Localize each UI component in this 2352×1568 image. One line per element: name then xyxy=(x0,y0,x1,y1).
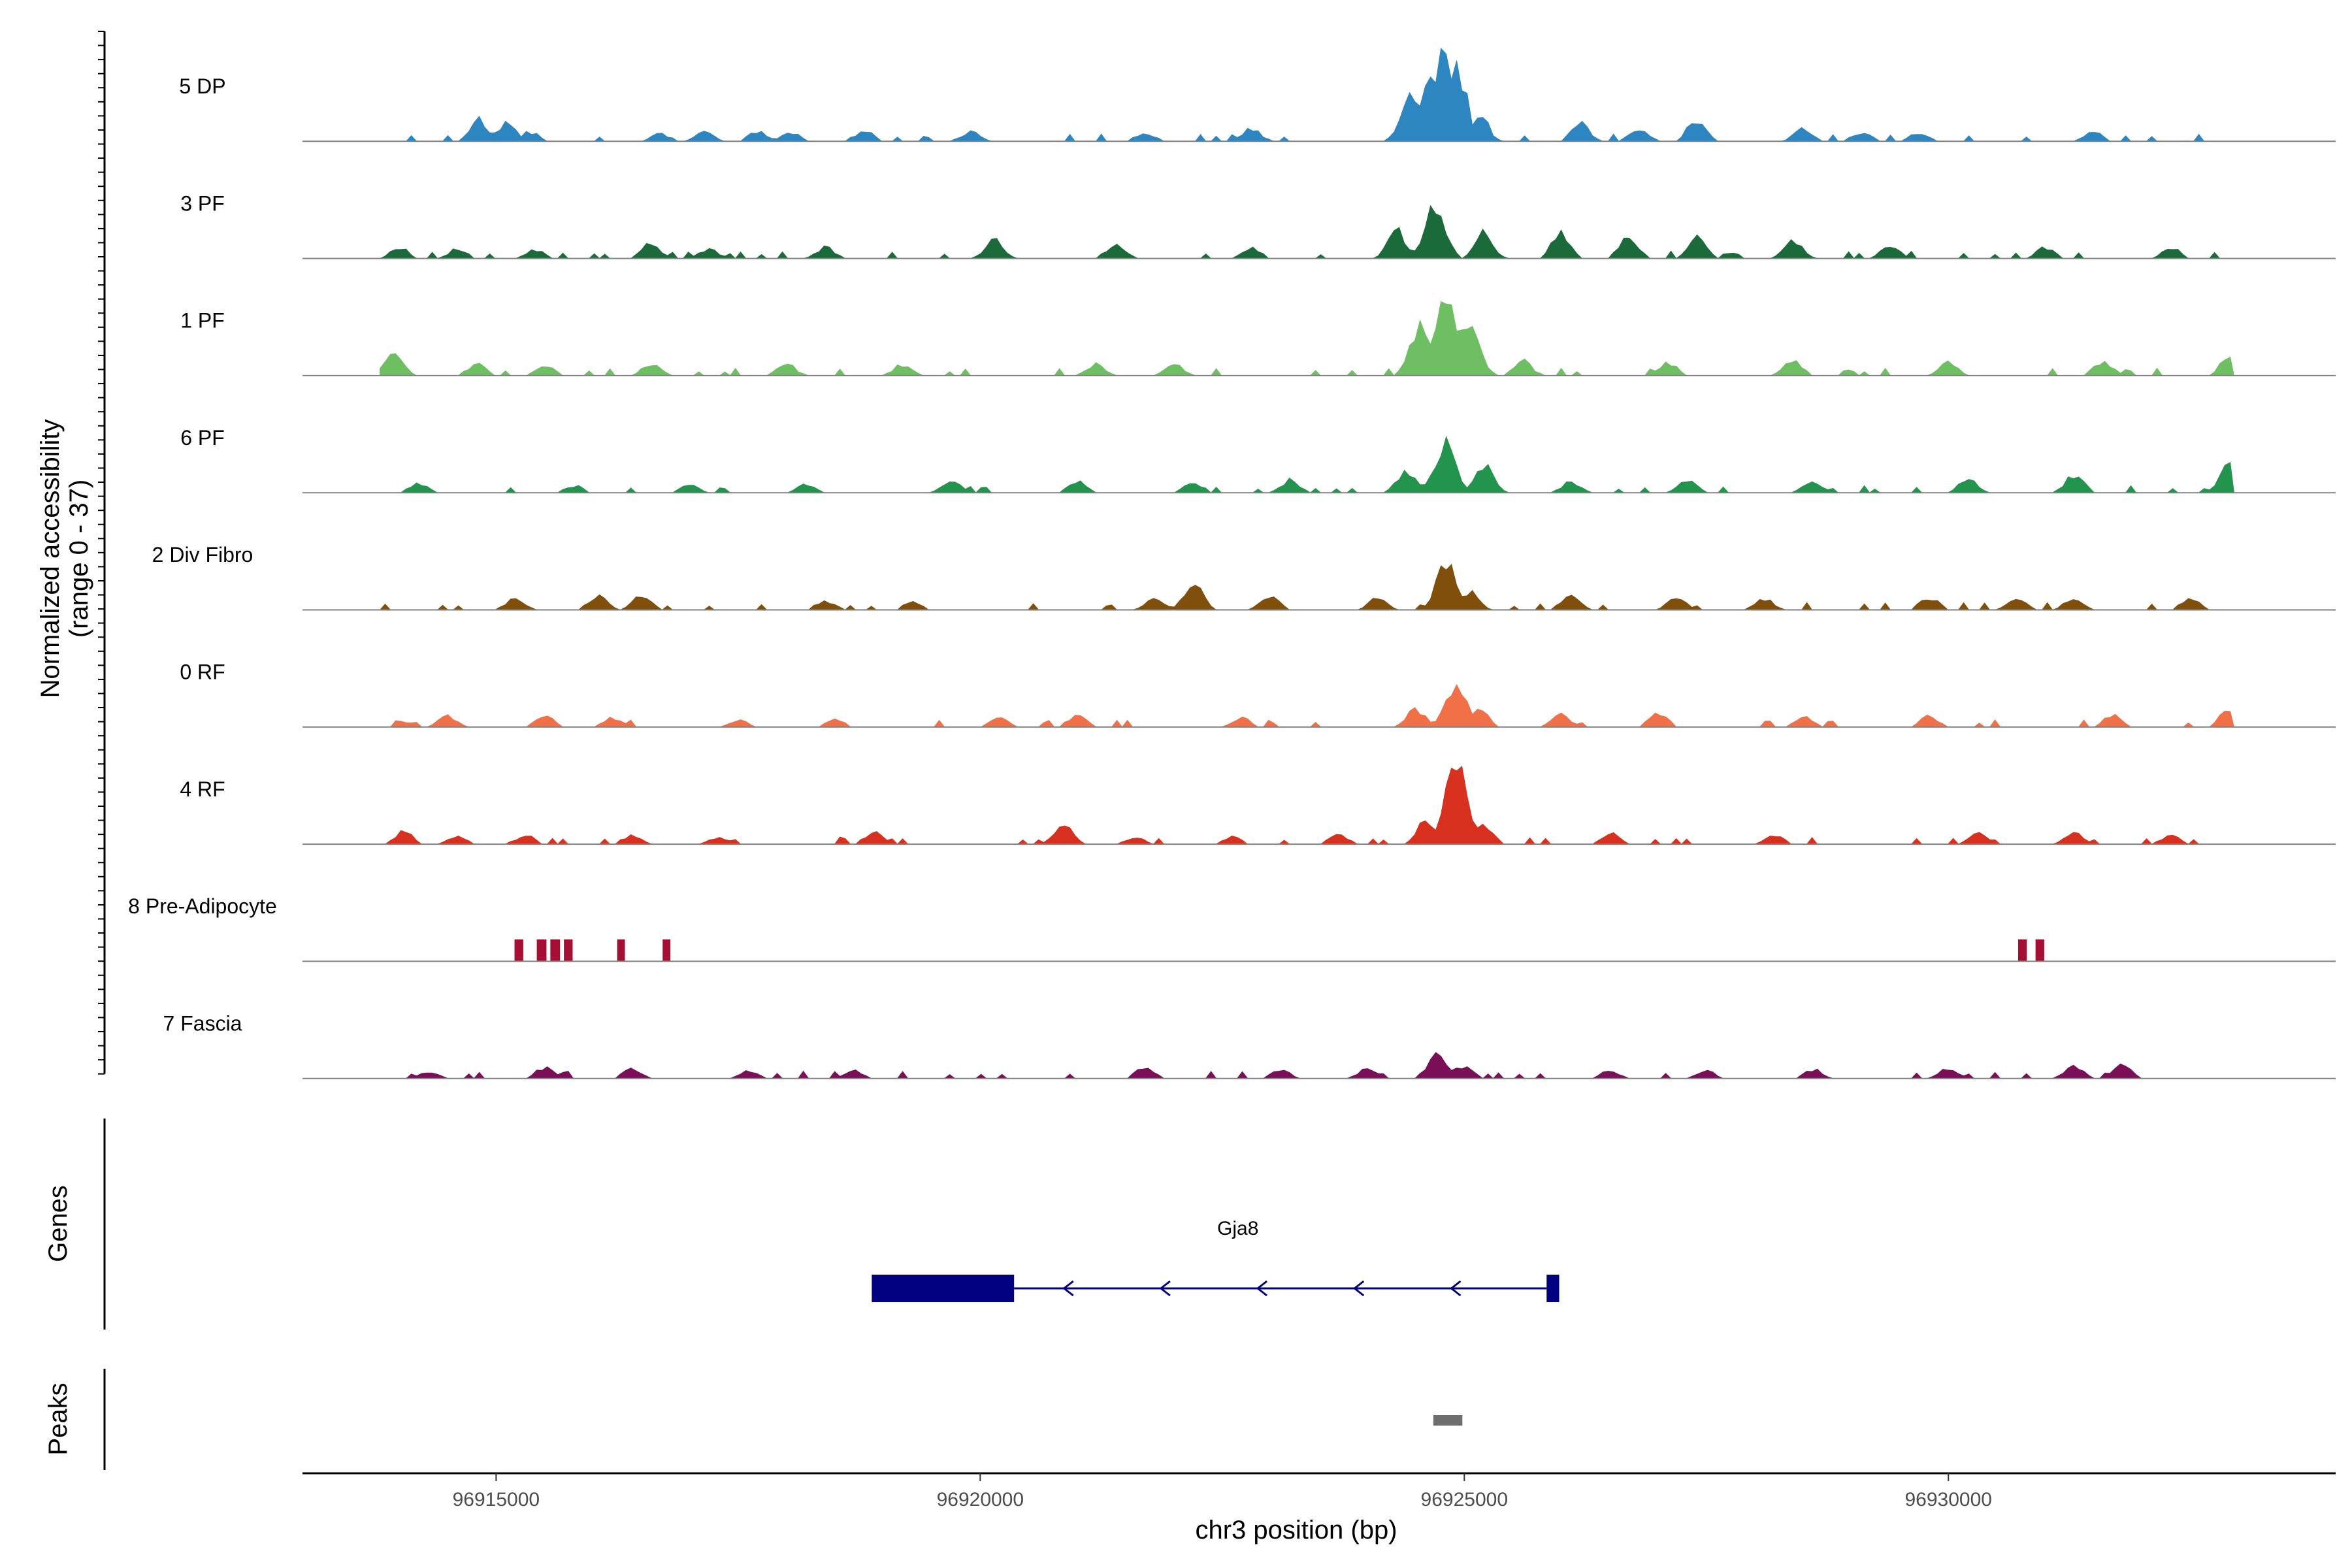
strand-arrow-icon xyxy=(1062,1280,1074,1297)
coverage-area xyxy=(380,48,2234,142)
track-label: 8 Pre-Adipocyte xyxy=(128,894,277,918)
coverage-area xyxy=(380,435,2234,493)
peak-region xyxy=(1433,1415,1463,1426)
track-6-pf: 6 PF xyxy=(180,426,2336,494)
x-tick-label: 96920000 xyxy=(937,1489,1024,1511)
accessibility-y-axis: Normalized accessibility(range 0 - 37) xyxy=(36,31,106,1075)
track-4-rf: 4 RF xyxy=(180,765,2336,845)
position-x-axis: 96915000 96920000 96925000 96930000 chr3 pos… xyxy=(302,1472,2336,1544)
y-axis-title: Normalized accessibility(range 0 - 37) xyxy=(36,419,93,698)
x-tick-label: 96915000 xyxy=(453,1489,540,1511)
coverage-block xyxy=(564,939,573,962)
coverage-tracks: 5 DP 3 PF 1 PF 6 PF 2 Div Fibro 0 RF 4 RF 8 Pre… xyxy=(128,48,2336,1079)
track-label: 6 PF xyxy=(180,426,225,449)
track-label: 2 Div Fibro xyxy=(152,543,253,566)
track-label: 3 PF xyxy=(180,191,225,215)
gene-exon xyxy=(872,1275,1015,1302)
coverage-area xyxy=(380,765,2234,845)
y-axis-title-line: Normalized accessibility xyxy=(36,419,65,698)
track-label: 4 RF xyxy=(180,777,225,801)
coverage-block xyxy=(662,939,671,962)
coverage-area xyxy=(380,301,2235,376)
coverage-block xyxy=(2017,939,2027,962)
track-7-fascia: 7 Fascia xyxy=(163,1011,2336,1079)
strand-arrow-icon xyxy=(1159,1280,1171,1297)
peaks-track-label: Peaks xyxy=(44,1382,73,1455)
coverage-area xyxy=(380,683,2235,728)
track-1-pf: 1 PF xyxy=(180,301,2336,376)
coverage-block xyxy=(550,939,561,962)
peaks-track: Peaks xyxy=(44,1369,1463,1470)
strand-arrow-icon xyxy=(1352,1280,1365,1297)
track-label: 1 PF xyxy=(180,309,225,333)
genes-track-label: Genes xyxy=(44,1185,73,1262)
x-tick-label: 96925000 xyxy=(1421,1489,1508,1511)
coverage-area xyxy=(380,564,2234,611)
x-tick-label: 96930000 xyxy=(1904,1489,1991,1511)
track-5-dp: 5 DP xyxy=(179,48,2336,142)
gene-exon xyxy=(1546,1275,1560,1302)
coverage-block xyxy=(2035,939,2044,962)
strand-arrow-icon xyxy=(1450,1280,1462,1297)
coverage-area xyxy=(380,204,2234,259)
coverage-block xyxy=(536,939,547,962)
track-label: 7 Fascia xyxy=(163,1011,242,1035)
coverage-block xyxy=(514,939,523,962)
track-2-div-fibro: 2 Div Fibro xyxy=(152,543,2336,611)
track-label: 5 DP xyxy=(179,74,225,98)
genes-track: Genes Gja8 xyxy=(44,1119,1560,1330)
track-0-rf: 0 RF xyxy=(180,661,2336,728)
coverage-area xyxy=(380,1052,2234,1079)
gene-name: Gja8 xyxy=(1217,1218,1258,1239)
track-label: 0 RF xyxy=(180,661,225,684)
track-3-pf: 3 PF xyxy=(180,191,2336,259)
coverage-block xyxy=(617,939,625,962)
y-axis-title-line: (range 0 - 37) xyxy=(65,480,93,638)
track-8-pre-adipocyte: 8 Pre-Adipocyte xyxy=(128,894,2336,962)
x-axis-title: chr3 position (bp) xyxy=(1195,1516,1397,1544)
strand-arrow-icon xyxy=(1256,1280,1268,1297)
